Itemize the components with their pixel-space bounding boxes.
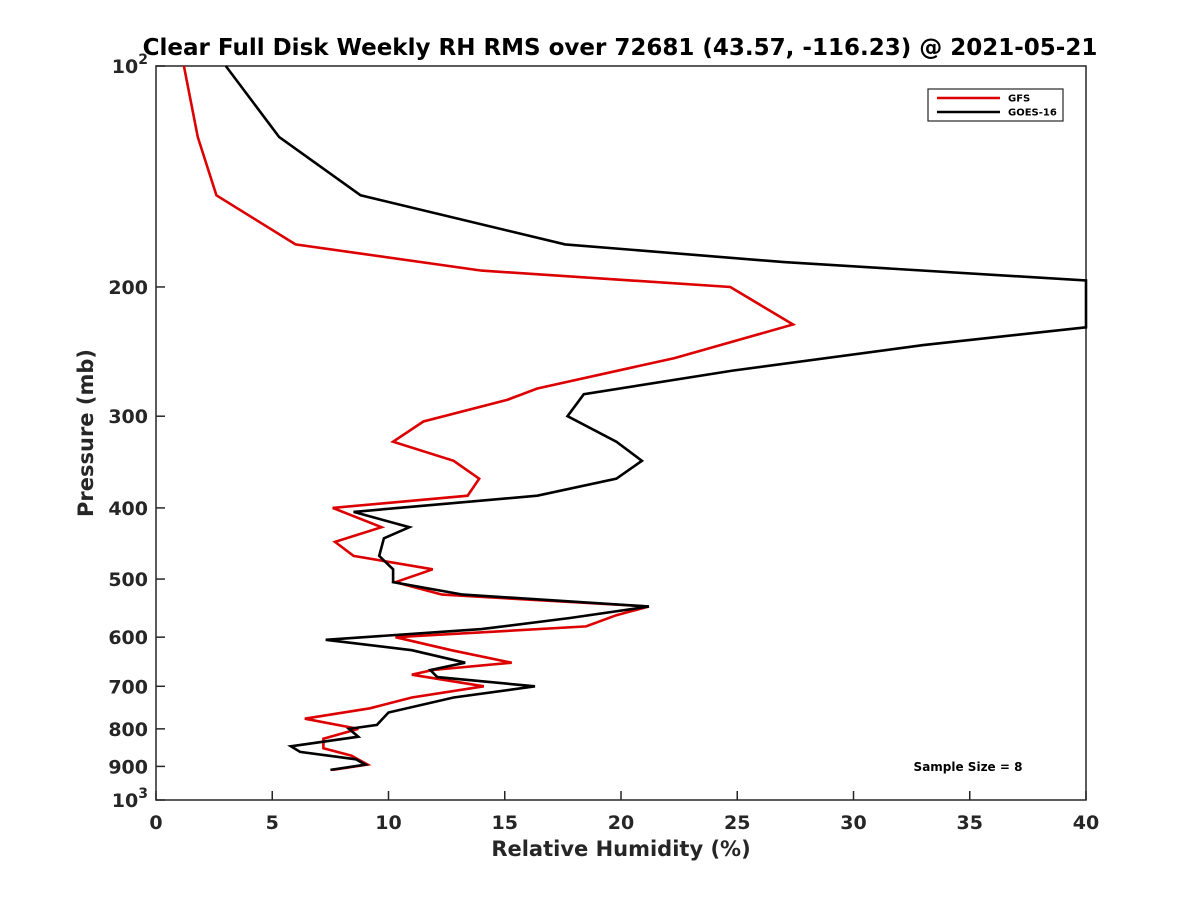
y-tick-label: 200 — [108, 277, 148, 299]
sample-size-annotation: Sample Size = 8 — [914, 760, 1023, 774]
y-tick-label: 600 — [108, 627, 148, 649]
y-tick-label: 103 — [112, 786, 148, 812]
x-tick-label: 0 — [149, 812, 162, 834]
y-tick-label-base: 10 — [112, 790, 138, 812]
y-tick-label-base: 10 — [112, 56, 138, 78]
y-tick-label: 300 — [108, 406, 148, 428]
x-tick-label: 15 — [492, 812, 518, 834]
y-axis-label: Pressure (mb) — [74, 349, 98, 517]
legend-label-goes-16: GOES-16 — [1008, 108, 1057, 119]
legend-items: GFS GOES-16 — [937, 94, 1057, 119]
series-layer — [182, 65, 1088, 772]
x-axis-ticks: 0 5 10 15 20 25 30 35 40 — [149, 791, 1099, 834]
axes-box — [155, 65, 1087, 801]
y-tick-label-exponent: 2 — [138, 52, 148, 68]
y-tick-label: 500 — [108, 569, 148, 591]
y-tick-label: 102 — [112, 52, 148, 78]
y-tick-label: 700 — [108, 676, 148, 698]
x-tick-label: 30 — [840, 812, 866, 834]
x-axis-label: Relative Humidity (%) — [491, 837, 750, 861]
x-tick-label: 5 — [266, 812, 279, 834]
chart-title: Clear Full Disk Weekly RH RMS over 72681… — [143, 35, 1098, 61]
legend-label-gfs: GFS — [1008, 94, 1030, 105]
x-tick-label: 35 — [957, 812, 983, 834]
x-tick-label: 10 — [375, 812, 401, 834]
y-tick-label-exponent: 3 — [138, 786, 148, 802]
x-tick-label: 40 — [1073, 812, 1099, 834]
y-tick-label: 900 — [108, 756, 148, 778]
legend: GFS GOES-16 — [927, 88, 1064, 122]
y-tick-label: 400 — [108, 498, 148, 520]
series-line-gfs — [182, 65, 797, 772]
y-tick-label: 800 — [108, 719, 148, 741]
x-tick-label: 20 — [608, 812, 634, 834]
x-tick-label: 25 — [724, 812, 750, 834]
legend-box — [927, 88, 1064, 122]
plot-area: 0 5 10 15 20 25 30 35 40 10220030040050060070080… — [108, 52, 1099, 834]
series-line-goes-16 — [224, 65, 1088, 772]
